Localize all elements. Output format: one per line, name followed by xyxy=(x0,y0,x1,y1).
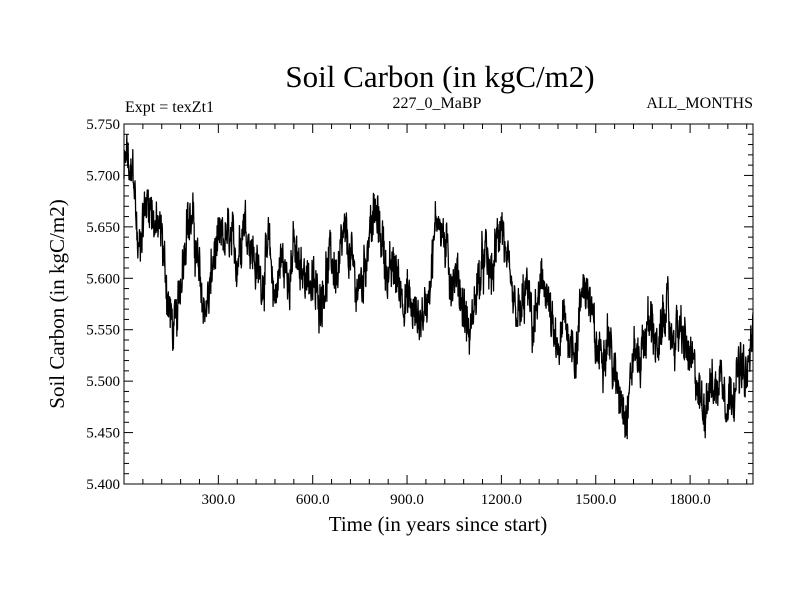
y-tick-label: 5.400 xyxy=(86,477,120,493)
y-tick-label: 5.700 xyxy=(86,168,120,184)
x-tick-label: 300.0 xyxy=(201,492,235,508)
y-tick-label: 5.650 xyxy=(86,220,120,236)
months-label: ALL_MONTHS xyxy=(646,95,753,112)
chart-title: Soil Carbon (in kgC/m2) xyxy=(285,59,594,94)
plot-frame xyxy=(123,123,754,485)
x-tick-label: 1500.0 xyxy=(575,492,616,508)
data-layer xyxy=(123,134,754,440)
x-tick-label: 1200.0 xyxy=(481,492,522,508)
y-tick-label: 5.600 xyxy=(86,271,120,287)
x-tick-label: 600.0 xyxy=(296,492,330,508)
ticks-layer: 300.0 600.0 900.0 1200.0 1500.0 1800.0 5.400 5.… xyxy=(86,117,753,508)
x-tick-label: 900.0 xyxy=(390,492,424,508)
y-tick-label: 5.550 xyxy=(86,323,120,339)
y-axis-label: Soil Carbon (in kgC/m2) xyxy=(45,199,69,408)
x-axis-label: Time (in years since start) xyxy=(329,512,548,536)
experiment-label: Expt = texZt1 xyxy=(125,99,214,116)
y-tick-label: 5.450 xyxy=(86,426,120,442)
soil-carbon-line xyxy=(123,134,754,440)
x-tick-label: 1800.0 xyxy=(669,492,710,508)
period-label: 227_0_MaBP xyxy=(393,95,482,112)
y-tick-label: 5.500 xyxy=(86,374,120,390)
y-tick-label: 5.750 xyxy=(86,117,120,133)
